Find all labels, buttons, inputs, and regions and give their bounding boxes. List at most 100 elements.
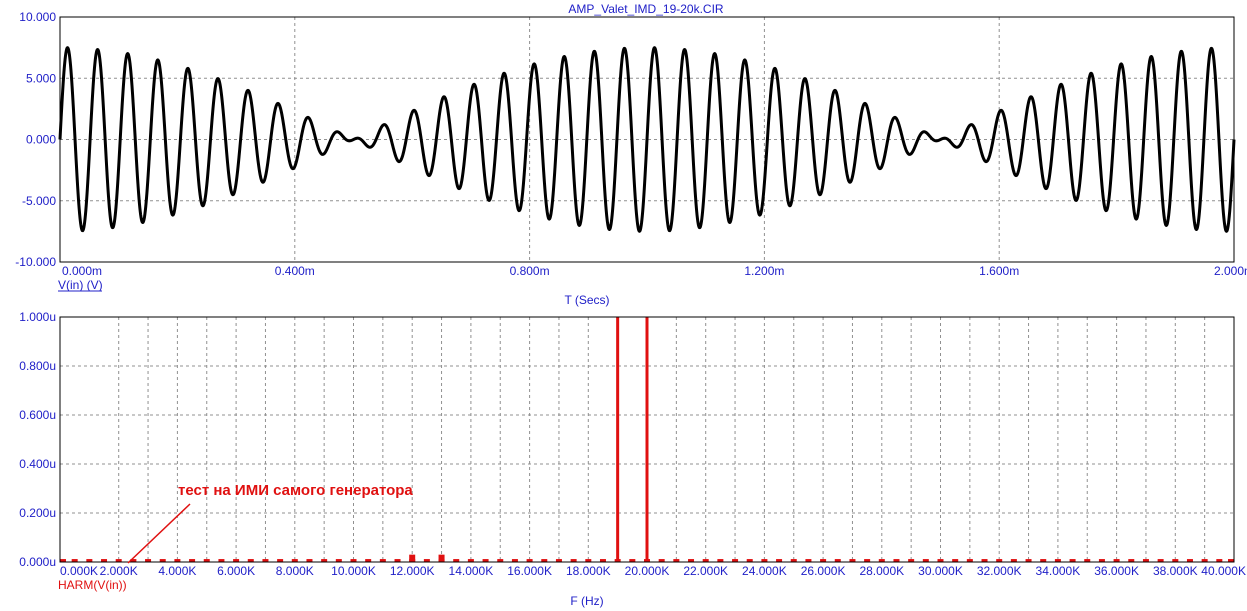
spectrum-noise-bar [1228, 559, 1234, 562]
bottom-x-tick-label: 30.000K [918, 564, 963, 578]
spectrum-noise-bar [350, 559, 357, 562]
spectrum-noise-bar [1010, 559, 1017, 562]
spectrum-noise-bar [291, 559, 298, 562]
spectrum-noise-bar [174, 559, 181, 562]
bottom-x-tick-label: 4.000K [158, 564, 196, 578]
bottom-y-tick-label: 0.000u [19, 555, 56, 569]
spectrum-noise-bar [467, 559, 474, 562]
bottom-x-tick-label: 6.000K [217, 564, 255, 578]
spectrum-noise-bar [1084, 559, 1091, 562]
bottom-x-tick-label: 14.000K [449, 564, 494, 578]
spectrum-noise-bar [732, 559, 739, 562]
spectrum-noise-bar [1025, 559, 1032, 562]
top-y-tick-label: 10.000 [19, 10, 56, 24]
spectrum-noise-bar [996, 559, 1003, 562]
spectrum-noise-bar [526, 559, 533, 562]
spectrum-noise-bar [1113, 559, 1120, 562]
bottom-x-tick-label: 10.000K [331, 564, 376, 578]
bottom-x-tick-label: 0.000K [60, 564, 98, 578]
spectrum-noise-bar [262, 559, 269, 562]
spectrum-noise-bar [1054, 559, 1061, 562]
spectrum-noise-bar [145, 559, 152, 562]
spectrum-small-peak [438, 554, 445, 562]
spectrum-noise-bar [1098, 559, 1105, 562]
bottom-x-tick-label: 26.000K [801, 564, 846, 578]
bottom-x-tick-label: 20.000K [625, 564, 670, 578]
spectrum-noise-bar [805, 559, 812, 562]
spectrum-noise-bar [688, 559, 695, 562]
spectrum-noise-bar [482, 559, 489, 562]
bottom-y-tick-label: 0.600u [19, 408, 56, 422]
spectrum-noise-bar [834, 559, 841, 562]
spectrum-noise-bar [379, 559, 386, 562]
top-y-tick-label: 5.000 [26, 71, 56, 85]
bottom-y-axis-label: HARM(V(in)) [58, 578, 127, 592]
bottom-y-tick-label: 1.000u [19, 310, 56, 324]
bottom-y-tick-labels: 1.000u 0.800u 0.600u 0.400u 0.200u 0.000u [19, 310, 56, 569]
top-x-tick-label: 0.800m [510, 264, 550, 278]
spectrum-noise-bar [629, 559, 636, 562]
spectrum-noise-bar [908, 559, 915, 562]
spectrum-noise-bar [1069, 559, 1076, 562]
spectrum-noise-bar [130, 559, 137, 562]
spectrum-noise-bar [820, 559, 827, 562]
spectrum-noise-bar [966, 559, 973, 562]
spectrum-noise-bar [761, 559, 768, 562]
spectrum-noise-bar [790, 559, 797, 562]
waveform-line [58, 46, 1236, 233]
spectrum-noise-bar [849, 559, 856, 562]
spectrum-noise-bar [952, 559, 959, 562]
spectrum-noise-bar [423, 559, 430, 562]
spectrum-noise-bar [115, 559, 122, 562]
spectrum-noise-bar [203, 559, 210, 562]
spectrum-noise-bar [878, 559, 885, 562]
top-x-tick-label: 0.400m [275, 264, 315, 278]
spectrum-noise-bar [159, 559, 166, 562]
bottom-x-tick-label: 38.000K [1153, 564, 1198, 578]
spectrum-noise-bar [1157, 559, 1164, 562]
spectrum-noise-bar [717, 559, 724, 562]
bottom-plot-frame [59, 316, 1235, 563]
bottom-x-tick-label: 8.000K [276, 564, 314, 578]
spectrum-noise-bar [1172, 559, 1179, 562]
spectrum-noise-bar [497, 559, 504, 562]
top-x-axis-label: T (Secs) [564, 293, 609, 307]
bottom-x-tick-label: 2.000K [100, 564, 138, 578]
bottom-x-tick-label: 16.000K [507, 564, 552, 578]
bottom-x-tick-label: 32.000K [977, 564, 1022, 578]
spectrum-noise-bar [893, 559, 900, 562]
spectrum-noise-bar [922, 559, 929, 562]
spectrum-noise-bar [189, 559, 196, 562]
top-plot-frame [59, 16, 1235, 263]
spectrum-noise-bar [511, 559, 518, 562]
spectrum-noise-bar [101, 559, 108, 562]
spectrum-noise-bar [233, 559, 240, 562]
spectrum-noise-bar [555, 559, 562, 562]
annotation-text: тест на ИМИ самого генератора [178, 482, 413, 499]
top-y-tick-labels: 10.000 5.000 0.000 -5.000 -10.000 [15, 10, 56, 269]
spectrum-noise-bar [658, 559, 665, 562]
top-y-axis-label: V(in) (V) [58, 278, 103, 292]
spectrum-noise-bar [673, 559, 680, 562]
top-x-tick-labels: 0.000m 0.400m 0.800m 1.200m 1.600m 2.000m [62, 264, 1247, 278]
spectrum-noise-bar [1142, 559, 1149, 562]
bottom-y-tick-label: 0.200u [19, 506, 56, 520]
spectrum-noise-bar [71, 559, 78, 562]
spectrum-noise-bar [321, 559, 328, 562]
spectrum-noise-bar [702, 559, 709, 562]
top-x-tick-label: 0.000m [62, 264, 102, 278]
bottom-y-tick-label: 0.400u [19, 457, 56, 471]
spectrum-peak [645, 317, 649, 562]
bottom-x-tick-label: 24.000K [742, 564, 787, 578]
bottom-grid [60, 317, 1234, 562]
spectrum-noise-bar [981, 559, 988, 562]
bottom-x-tick-label: 28.000K [859, 564, 904, 578]
spectrum-noise-bar [394, 559, 401, 562]
top-y-tick-label: -10.000 [15, 255, 56, 269]
spectrum-noise-bar [776, 559, 783, 562]
bottom-y-tick-label: 0.800u [19, 359, 56, 373]
chart-title: AMP_Valet_IMD_19-20k.CIR [568, 2, 724, 16]
top-y-tick-label: -5.000 [22, 194, 56, 208]
spectrum-noise-bar [599, 559, 606, 562]
spectrum-noise-bar [218, 559, 225, 562]
